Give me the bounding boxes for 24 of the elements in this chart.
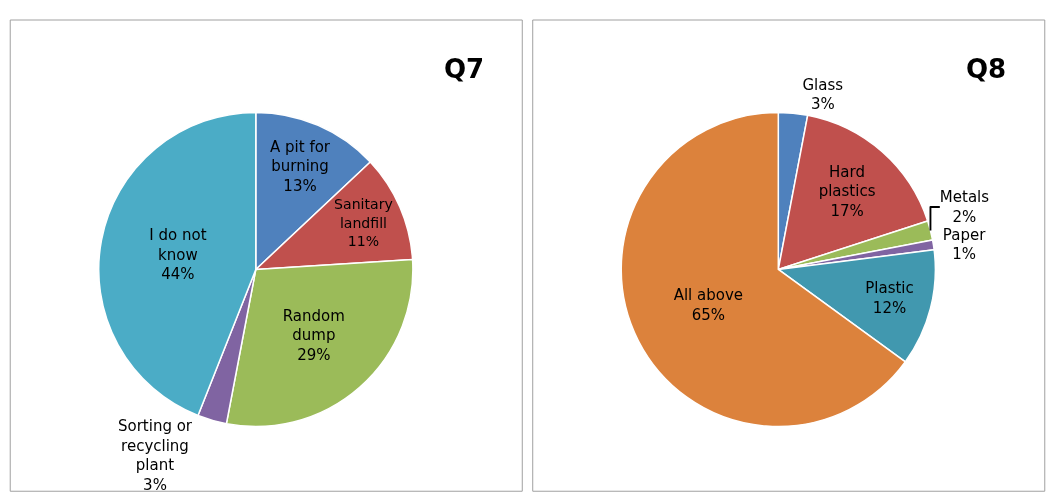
chart-title: Q8	[966, 54, 1007, 84]
data-label: 65%	[691, 305, 725, 324]
data-label: 2%	[952, 207, 977, 226]
slice-label: All above	[673, 286, 744, 305]
slice-label: I do not know	[149, 226, 207, 264]
data-label: 3%	[143, 475, 167, 494]
data-label: 17%	[830, 201, 864, 220]
data-label: 3%	[810, 95, 835, 114]
slice-label: Random dump	[282, 306, 345, 345]
slice-label: Paper	[942, 225, 987, 244]
data-label: 12%	[872, 298, 907, 317]
data-label: 1%	[952, 245, 976, 264]
slice-label: Sorting or recycling plant	[117, 417, 193, 475]
slice-label: Hard plastics	[818, 162, 876, 201]
slice-label: A pit for burning	[270, 137, 331, 176]
slice-label: Sanitary landfill	[334, 196, 393, 231]
slice-label: Glass	[802, 75, 844, 94]
slice-label: Metals	[939, 188, 990, 207]
data-label: 44%	[161, 265, 195, 284]
data-label: 13%	[283, 176, 317, 195]
data-label: 11%	[347, 232, 380, 249]
slice-label: Plastic	[865, 279, 914, 298]
data-label: 29%	[297, 345, 331, 364]
chart-title: Q7	[444, 54, 485, 84]
